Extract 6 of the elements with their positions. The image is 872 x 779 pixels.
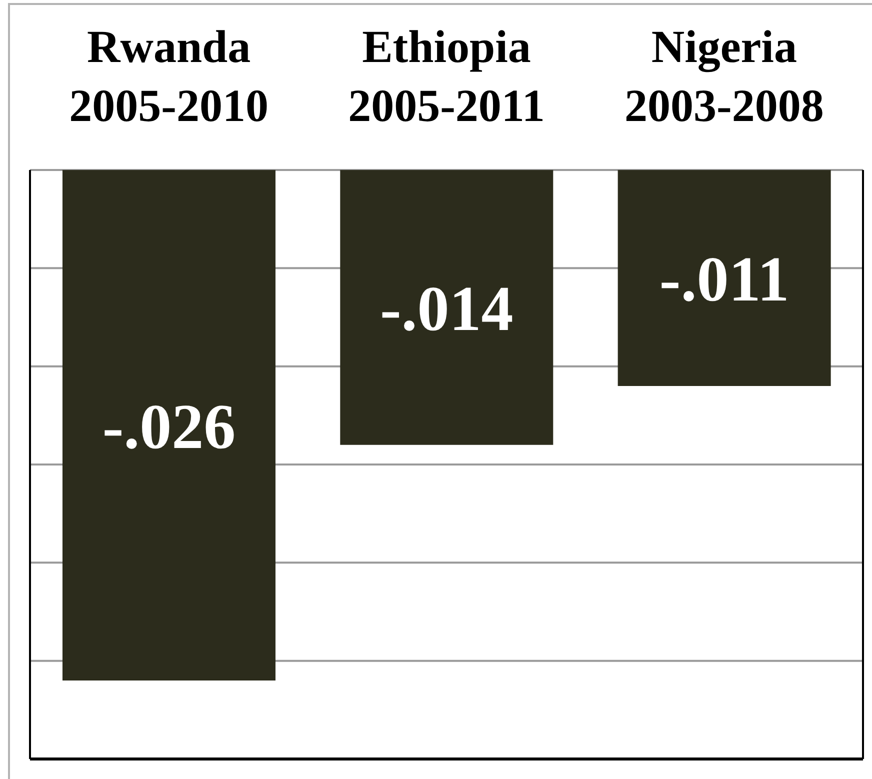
x-tick-label: Nigeria 2003-2008 <box>624 21 824 131</box>
data-label: -.011 <box>659 244 790 315</box>
data-label: -.014 <box>380 273 514 344</box>
x-tick-label: Ethiopia 2005-2011 <box>348 21 545 131</box>
x-tick-label: Rwanda 2005-2010 <box>69 21 268 131</box>
data-label: -.026 <box>102 390 236 462</box>
